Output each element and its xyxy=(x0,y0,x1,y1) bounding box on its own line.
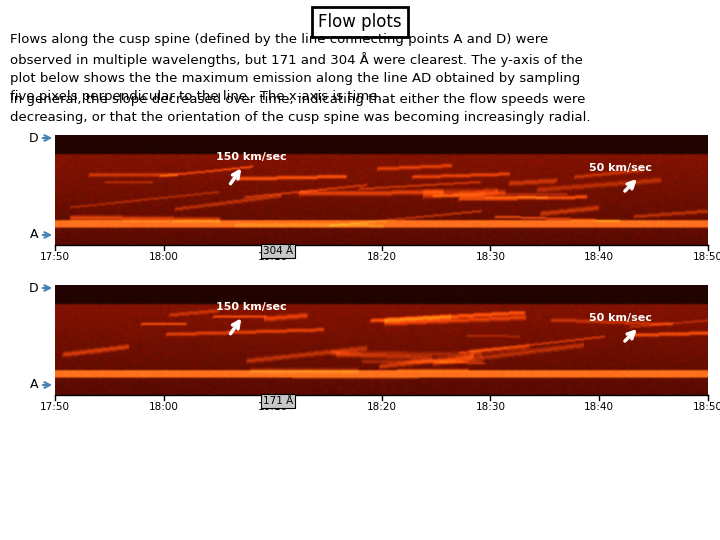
Text: 17:50: 17:50 xyxy=(40,252,70,262)
Text: 17:50: 17:50 xyxy=(40,402,70,412)
Text: In general, the slope decreased over time, indicating that either the flow speed: In general, the slope decreased over tim… xyxy=(10,93,590,124)
Text: 18:50: 18:50 xyxy=(693,252,720,262)
Text: 18:40: 18:40 xyxy=(584,402,614,412)
Text: 50 km/sec: 50 km/sec xyxy=(590,163,652,173)
Text: 18:30: 18:30 xyxy=(475,252,505,262)
Text: 18:30: 18:30 xyxy=(475,402,505,412)
Text: 50 km/sec: 50 km/sec xyxy=(590,313,652,323)
Text: 150 km/sec: 150 km/sec xyxy=(215,302,287,312)
Text: 18:50: 18:50 xyxy=(693,402,720,412)
Text: 18:00: 18:00 xyxy=(149,402,179,412)
Text: A: A xyxy=(30,228,38,241)
Text: 150 km/sec: 150 km/sec xyxy=(215,152,287,162)
Text: A: A xyxy=(30,379,38,392)
Text: 18:40: 18:40 xyxy=(584,252,614,262)
Text: 18:20: 18:20 xyxy=(366,402,397,412)
Text: 18:10: 18:10 xyxy=(258,402,288,412)
Text: D: D xyxy=(28,281,38,294)
Text: D: D xyxy=(28,132,38,145)
Text: Flows along the cusp spine (defined by the line connecting points A and D) were
: Flows along the cusp spine (defined by t… xyxy=(10,33,583,103)
Text: Flow plots: Flow plots xyxy=(318,13,402,31)
Text: 18:20: 18:20 xyxy=(366,252,397,262)
Text: 304 Å: 304 Å xyxy=(263,246,292,256)
Text: 171 Å: 171 Å xyxy=(263,396,293,406)
Text: 18:00: 18:00 xyxy=(149,252,179,262)
Text: 18:10: 18:10 xyxy=(258,252,288,262)
